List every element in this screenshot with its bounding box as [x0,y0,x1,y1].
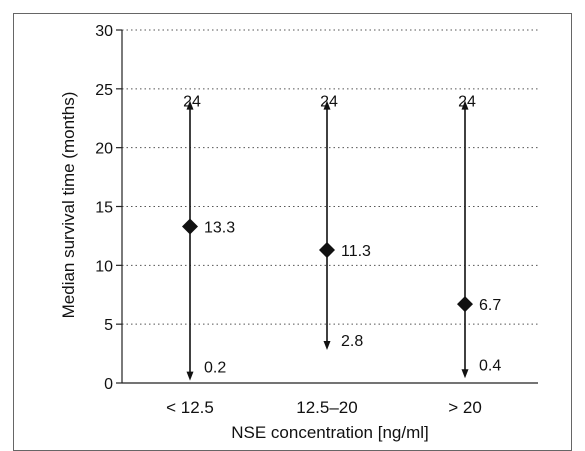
median-label-2: 6.7 [479,297,501,314]
min-label-2: 0.4 [479,357,501,374]
y-tick-label-15: 15 [95,200,113,217]
arrow-down-2 [461,369,469,379]
x-tick-label-2: > 20 [448,398,482,417]
arrow-up-0 [186,100,194,110]
x-axis-ticks: < 12.5 12.5–20 > 20 [166,398,482,417]
min-label-1: 2.8 [341,333,363,350]
range-marks: 24 13.3 0.2 24 11.3 2.8 24 6.7 0.4 [182,94,501,381]
x-axis-label: NSE concentration [ng/ml] [231,423,428,442]
arrow-up-2 [461,100,469,110]
y-tick-label-5: 5 [104,317,113,334]
y-axis-label: Median survival time (months) [59,92,78,319]
max-label-2: 24 [458,94,476,111]
x-tick-label-0: < 12.5 [166,398,214,417]
y-tick-label-25: 25 [95,82,113,99]
x-tick-label-1: 12.5–20 [296,398,357,417]
y-tick-label-20: 20 [95,141,113,158]
median-marker-2 [457,296,473,313]
y-tick-label-10: 10 [95,258,113,275]
median-label-1: 11.3 [341,243,371,260]
y-tick-label-30: 30 [95,23,113,40]
range-2: 24 6.7 0.4 [457,94,501,379]
arrow-down-0 [186,371,194,381]
median-marker-1 [319,242,335,259]
chart-border [13,13,572,451]
max-label-1: 24 [320,94,338,111]
y-axis-ticks: 0 5 10 15 20 25 30 [95,23,122,393]
min-label-0: 0.2 [204,360,226,377]
range-0: 24 13.3 0.2 [182,94,235,381]
arrow-down-1 [323,341,331,351]
range-1: 24 11.3 2.8 [319,94,371,351]
arrow-up-1 [323,100,331,110]
median-marker-0 [182,218,198,235]
median-label-0: 13.3 [204,220,235,237]
max-label-0: 24 [183,94,201,111]
gridlines [122,29,538,325]
y-tick-label-0: 0 [104,376,113,393]
